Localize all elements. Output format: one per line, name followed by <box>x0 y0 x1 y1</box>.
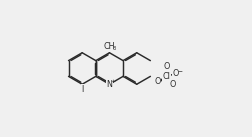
Text: I: I <box>81 85 83 94</box>
Text: O: O <box>173 69 179 78</box>
Text: CH: CH <box>103 42 114 51</box>
Text: O: O <box>163 62 170 71</box>
Text: Cl: Cl <box>163 72 170 81</box>
Text: −: − <box>177 69 182 74</box>
Text: O: O <box>170 80 176 89</box>
Text: N: N <box>107 80 112 89</box>
Text: +: + <box>111 79 116 84</box>
Text: O: O <box>155 77 161 86</box>
Text: 3: 3 <box>112 46 115 51</box>
